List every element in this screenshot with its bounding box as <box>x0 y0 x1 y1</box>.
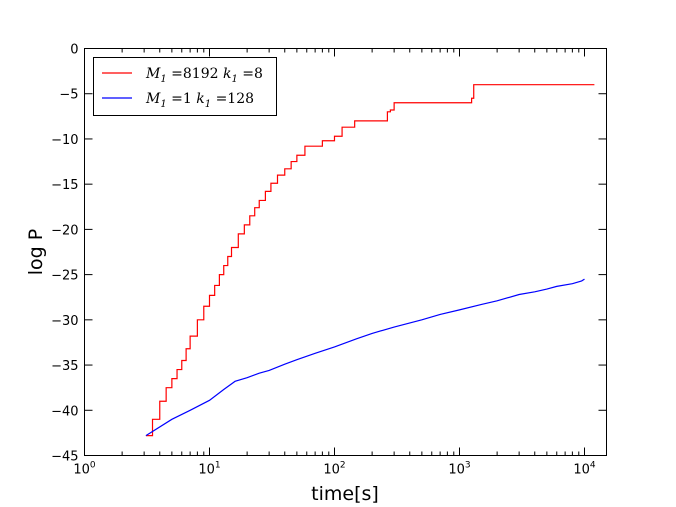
legend-entry-1-var1: M <box>145 91 161 107</box>
x-tick-exponent: 4 <box>590 461 596 471</box>
legend-entry-0-eq2: =8 <box>238 66 263 82</box>
x-tick-exponent: 0 <box>90 461 96 471</box>
legend-entry-0: M1 =8192 k1 =8 <box>145 66 263 85</box>
x-tick-base: 10 <box>448 463 465 478</box>
x-tick-label: 102 <box>323 461 345 478</box>
legend-entry-1-sub1: 1 <box>160 99 166 110</box>
x-axis-label: time[s] <box>311 483 379 505</box>
y-tick-labels: 0 −5 −10 −15 −20 −25 −30 −35 −40 −45 <box>51 43 78 465</box>
legend-entry-0-var1: M <box>145 66 161 82</box>
legend-entry-1-sub2: 1 <box>205 99 211 110</box>
x-tick-base: 10 <box>198 463 215 478</box>
x-tick-exponent: 3 <box>465 461 471 471</box>
legend-entry-0-eq1: =8192 <box>167 66 223 82</box>
legend-entry-1: M1 =1 k1 =128 <box>145 91 254 110</box>
y-tick-label: −45 <box>51 450 78 465</box>
x-tick-base: 10 <box>73 463 90 478</box>
x-tick-base: 10 <box>573 463 590 478</box>
y-tick-label: −40 <box>51 404 78 419</box>
y-tick-label: 0 <box>70 43 78 58</box>
y-tick-label: −30 <box>51 314 78 329</box>
x-tick-label: 104 <box>573 461 596 478</box>
legend-entry-0-sub1: 1 <box>160 74 166 85</box>
x-tick-label: 100 <box>73 461 96 478</box>
legend-entry-1-var2: k <box>196 91 204 107</box>
x-tick-label: 103 <box>448 461 470 478</box>
x-tick-exponent: 1 <box>215 461 221 471</box>
y-tick-label: −25 <box>51 269 78 284</box>
legend-entry-1-eq2: =128 <box>211 91 254 107</box>
x-tick-exponent: 2 <box>340 461 346 471</box>
legend-entry-1-eq1: =1 <box>167 91 197 107</box>
series-line-1 <box>145 278 585 437</box>
x-tick-labels: 100 101 102 103 104 <box>73 461 596 478</box>
y-tick-label: −10 <box>51 133 78 148</box>
y-tick-label: −20 <box>51 223 78 238</box>
y-tick-label: −5 <box>59 88 78 103</box>
legend-entry-0-var2: k <box>223 66 231 82</box>
legend-entry-0-sub2: 1 <box>231 74 237 85</box>
y-axis-label: log P <box>25 229 47 275</box>
y-tick-label: −15 <box>51 178 78 193</box>
legend: M1 =8192 k1 =8 M1 =1 k1 =128 <box>93 57 277 116</box>
tick-layer <box>84 48 607 456</box>
series-layer <box>145 84 595 437</box>
series-line-0 <box>145 84 595 437</box>
legend-box <box>93 57 277 116</box>
x-tick-base: 10 <box>323 463 340 478</box>
x-tick-label: 101 <box>198 461 220 478</box>
y-tick-label: −35 <box>51 359 78 374</box>
